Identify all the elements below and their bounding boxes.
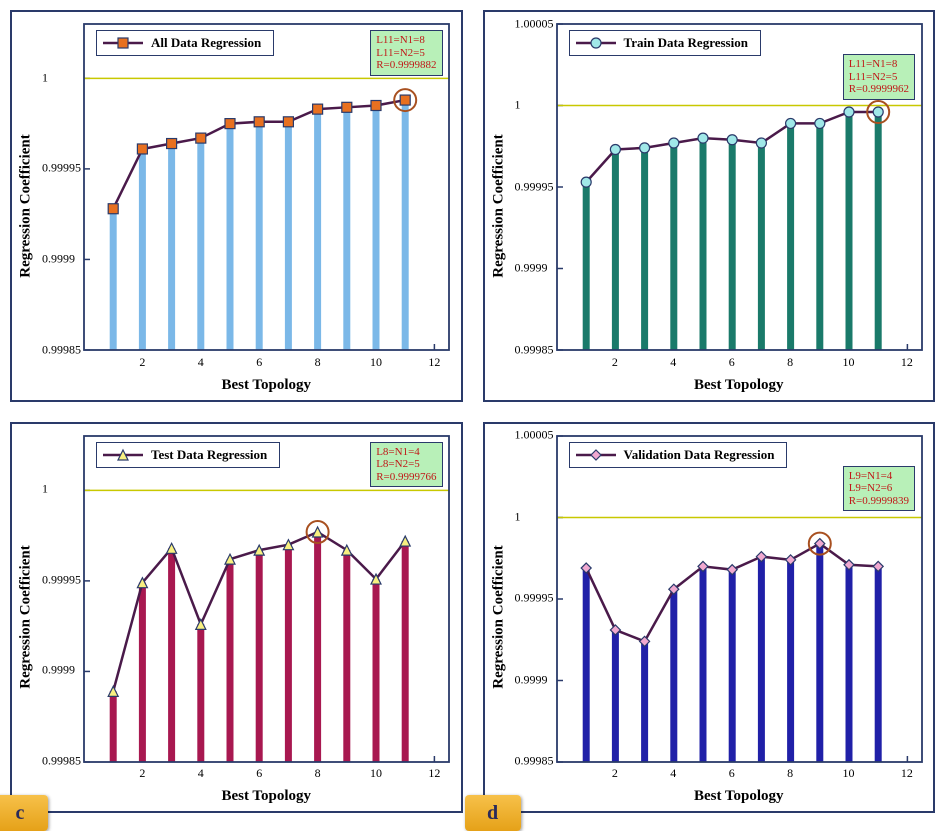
chart-panel-b: Regression Coefficient Best Topology Trai… <box>483 10 936 402</box>
info-line: R=0.9999962 <box>849 83 909 96</box>
y-tick-label: 0.9999 <box>42 251 75 266</box>
legend: All Data Regression <box>96 30 274 56</box>
x-tick-label: 2 <box>612 766 618 781</box>
y-tick-label: 0.99985 <box>515 754 554 769</box>
x-tick-label: 10 <box>370 766 382 781</box>
y-axis-label: Regression Coefficient <box>18 546 35 689</box>
legend: Test Data Regression <box>96 442 280 468</box>
x-axis-label: Best Topology <box>221 377 311 394</box>
legend: Train Data Regression <box>569 30 761 56</box>
x-axis-label: Best Topology <box>694 788 784 805</box>
y-tick-label: 0.99995 <box>515 591 554 606</box>
y-tick-label: 0.99985 <box>42 342 81 357</box>
info-line: L9=N1=4 <box>849 470 909 483</box>
info-box: L9=N1=4L9=N2=6R=0.9999839 <box>843 466 915 512</box>
y-axis-label: Regression Coefficient <box>490 546 507 689</box>
x-tick-label: 4 <box>670 355 676 370</box>
x-tick-label: 8 <box>787 355 793 370</box>
chart-panel-c: Regression Coefficient Best Topology Test… <box>10 422 463 814</box>
x-tick-label: 6 <box>256 355 262 370</box>
x-tick-label: 4 <box>670 766 676 781</box>
legend-swatch <box>103 454 143 456</box>
y-tick-label: 0.99995 <box>42 572 81 587</box>
x-tick-label: 2 <box>612 355 618 370</box>
y-tick-label: 1.00005 <box>515 428 554 443</box>
x-tick-label: 10 <box>843 355 855 370</box>
y-tick-label: 0.9999 <box>515 672 548 687</box>
x-tick-label: 10 <box>370 355 382 370</box>
panel-letter: d <box>465 795 521 831</box>
y-tick-label: 0.9999 <box>42 663 75 678</box>
y-tick-label: 0.99995 <box>42 161 81 176</box>
info-line: R=0.9999839 <box>849 495 909 508</box>
x-tick-label: 4 <box>198 355 204 370</box>
y-tick-label: 0.99985 <box>515 342 554 357</box>
x-tick-label: 6 <box>729 766 735 781</box>
x-tick-label: 4 <box>198 766 204 781</box>
x-tick-label: 6 <box>256 766 262 781</box>
y-tick-label: 0.9999 <box>515 261 548 276</box>
info-line: L9=N2=6 <box>849 482 909 495</box>
x-tick-label: 2 <box>139 766 145 781</box>
legend-swatch <box>103 42 143 44</box>
info-line: L11=N2=5 <box>376 47 436 60</box>
info-line: L11=N2=5 <box>849 71 909 84</box>
y-axis-label: Regression Coefficient <box>490 134 507 277</box>
info-line: L8=N1=4 <box>376 446 436 459</box>
legend-label: Test Data Regression <box>151 447 267 463</box>
info-line: R=0.9999766 <box>376 471 436 484</box>
y-tick-label: 1.00005 <box>515 16 554 31</box>
y-tick-label: 1 <box>515 98 521 113</box>
info-line: L11=N1=8 <box>849 58 909 71</box>
chart-panel-a: Regression Coefficient Best Topology All … <box>10 10 463 402</box>
x-tick-label: 12 <box>428 766 440 781</box>
legend-swatch <box>576 454 616 456</box>
y-tick-label: 1 <box>42 70 48 85</box>
x-axis-label: Best Topology <box>221 788 311 805</box>
chart-panel-d: Regression Coefficient Best Topology Vali… <box>483 422 936 814</box>
info-line: L11=N1=8 <box>376 34 436 47</box>
y-tick-label: 0.99995 <box>515 179 554 194</box>
x-tick-label: 12 <box>901 355 913 370</box>
x-tick-label: 12 <box>428 355 440 370</box>
y-tick-label: 1 <box>42 482 48 497</box>
info-line: R=0.9999882 <box>376 59 436 72</box>
info-box: L11=N1=8L11=N2=5R=0.9999962 <box>843 54 915 100</box>
panel-letter: c <box>0 795 48 831</box>
legend-label: Train Data Regression <box>624 35 748 51</box>
x-tick-label: 10 <box>843 766 855 781</box>
y-tick-label: 1 <box>515 509 521 524</box>
x-tick-label: 8 <box>315 766 321 781</box>
legend-swatch <box>576 42 616 44</box>
legend-label: All Data Regression <box>151 35 261 51</box>
x-tick-label: 8 <box>787 766 793 781</box>
x-tick-label: 2 <box>139 355 145 370</box>
legend-label: Validation Data Regression <box>624 447 775 463</box>
y-tick-label: 0.99985 <box>42 754 81 769</box>
x-tick-label: 8 <box>315 355 321 370</box>
legend: Validation Data Regression <box>569 442 788 468</box>
info-box: L11=N1=8L11=N2=5R=0.9999882 <box>370 30 442 76</box>
info-box: L8=N1=4L8=N2=5R=0.9999766 <box>370 442 442 488</box>
x-axis-label: Best Topology <box>694 377 784 394</box>
x-tick-label: 6 <box>729 355 735 370</box>
y-axis-label: Regression Coefficient <box>18 134 35 277</box>
info-line: L8=N2=5 <box>376 458 436 471</box>
x-tick-label: 12 <box>901 766 913 781</box>
